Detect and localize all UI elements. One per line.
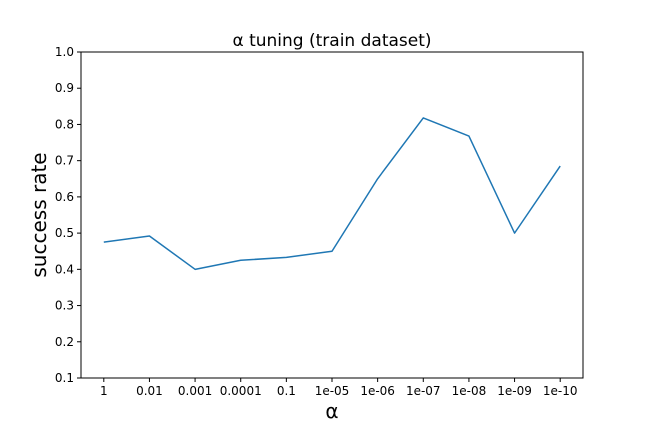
x-tick-label: 1e-10 bbox=[543, 384, 578, 398]
y-tick-label: 0.1 bbox=[55, 371, 74, 385]
plot-area-frame bbox=[80, 51, 584, 379]
x-tick-label: 0.0001 bbox=[220, 384, 262, 398]
x-tick-label: 0.1 bbox=[277, 384, 296, 398]
y-tick-label: 0.8 bbox=[55, 117, 74, 131]
series-line bbox=[103, 117, 561, 271]
x-tick-label: 1e-09 bbox=[497, 384, 532, 398]
x-tick-label: 0.001 bbox=[178, 384, 212, 398]
series-layer bbox=[103, 117, 561, 271]
y-tick-label: 0.7 bbox=[55, 154, 74, 168]
y-tick-label: 0.3 bbox=[55, 299, 74, 313]
x-tick-label: 0.01 bbox=[136, 384, 163, 398]
y-axis-label: success rate bbox=[27, 152, 51, 277]
x-axis-label: α bbox=[325, 399, 338, 423]
x-tick-label: 1e-08 bbox=[452, 384, 487, 398]
y-tick-label: 1.0 bbox=[55, 45, 74, 59]
y-tick-label: 0.2 bbox=[55, 335, 74, 349]
x-tick-label: 1e-05 bbox=[315, 384, 350, 398]
y-tick-label: 0.6 bbox=[55, 190, 74, 204]
y-tick-label: 0.5 bbox=[55, 226, 74, 240]
x-tick-label: 1 bbox=[100, 384, 108, 398]
chart-title: α tuning (train dataset) bbox=[232, 31, 431, 51]
y-tick-label: 0.4 bbox=[55, 262, 74, 276]
x-tick-label: 1e-07 bbox=[406, 384, 441, 398]
x-tick-label: 1e-06 bbox=[360, 384, 395, 398]
y-tick-label: 0.9 bbox=[55, 81, 74, 95]
x-axis: 1 0.01 0.001 0.0001 0.1 1e-05 1e-06 1e-07 1e-08 1… bbox=[100, 378, 578, 398]
y-axis: 0.1 0.2 0.3 0.4 0.5 0.6 0.7 0.8 0.9 1.0 bbox=[55, 45, 81, 385]
